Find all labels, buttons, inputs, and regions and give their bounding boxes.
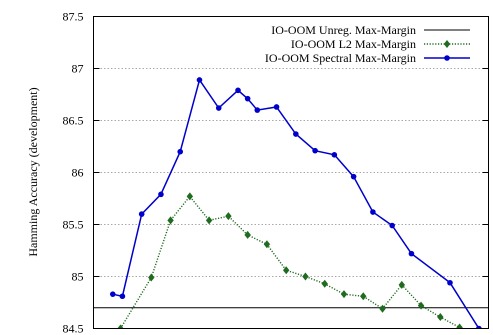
y-tick-label: 85.5 [63,218,84,232]
y-axis-ticks: 84.5 85 85.5 86 86.5 87 87.5 [63,10,489,335]
legend-label: IO-OOM L2 Max-Margin [291,37,416,51]
data-point [215,105,222,111]
data-point [370,209,376,215]
series-2 [117,192,463,329]
legend-marker [444,55,450,61]
data-point [389,222,395,229]
data-point [138,211,145,217]
series-line [119,195,460,329]
data-series [93,77,489,329]
data-point [119,293,126,300]
data-point [158,191,164,198]
y-tick-label: 86 [72,166,84,180]
y-tick-label: 85 [72,270,84,284]
data-point [302,272,309,281]
data-point [186,192,194,201]
plot-frame [93,16,489,329]
data-point [456,323,463,329]
data-point [167,216,174,225]
data-point [379,304,386,313]
data-point [331,152,338,158]
data-point [321,279,328,288]
legend-label: IO-OOM Unreg. Max-Margin [271,23,416,37]
data-point [447,279,453,286]
data-point [293,131,299,137]
y-tick-label: 87 [72,62,84,76]
y-axis-label: Hamming Accuracy (development) [26,87,40,256]
data-point [205,216,213,225]
data-point [312,147,318,154]
series-3 [109,77,482,329]
data-point [117,324,124,329]
data-point [244,230,251,239]
data-point [437,313,444,322]
data-point [254,107,261,113]
y-tick-label: 86.5 [63,114,84,128]
data-point [244,95,251,102]
data-point [417,301,425,310]
data-point [109,291,116,297]
legend-label: IO-OOM Spectral Max-Margin [265,51,416,65]
data-point [360,292,367,301]
y-tick-label: 84.5 [63,322,84,335]
data-point [282,266,290,275]
data-point [408,250,415,257]
data-point [340,290,348,299]
grid-lines [93,68,489,277]
legend-marker [443,40,451,48]
data-point [235,87,241,94]
data-point [350,173,357,180]
y-tick-label: 87.5 [63,10,84,24]
series-line [112,78,480,329]
data-point [177,148,184,155]
data-point [398,280,405,289]
data-point [148,273,155,282]
data-point [196,77,203,83]
data-point [225,212,232,221]
data-point [273,104,280,110]
data-point [476,325,482,329]
data-point [263,240,271,249]
